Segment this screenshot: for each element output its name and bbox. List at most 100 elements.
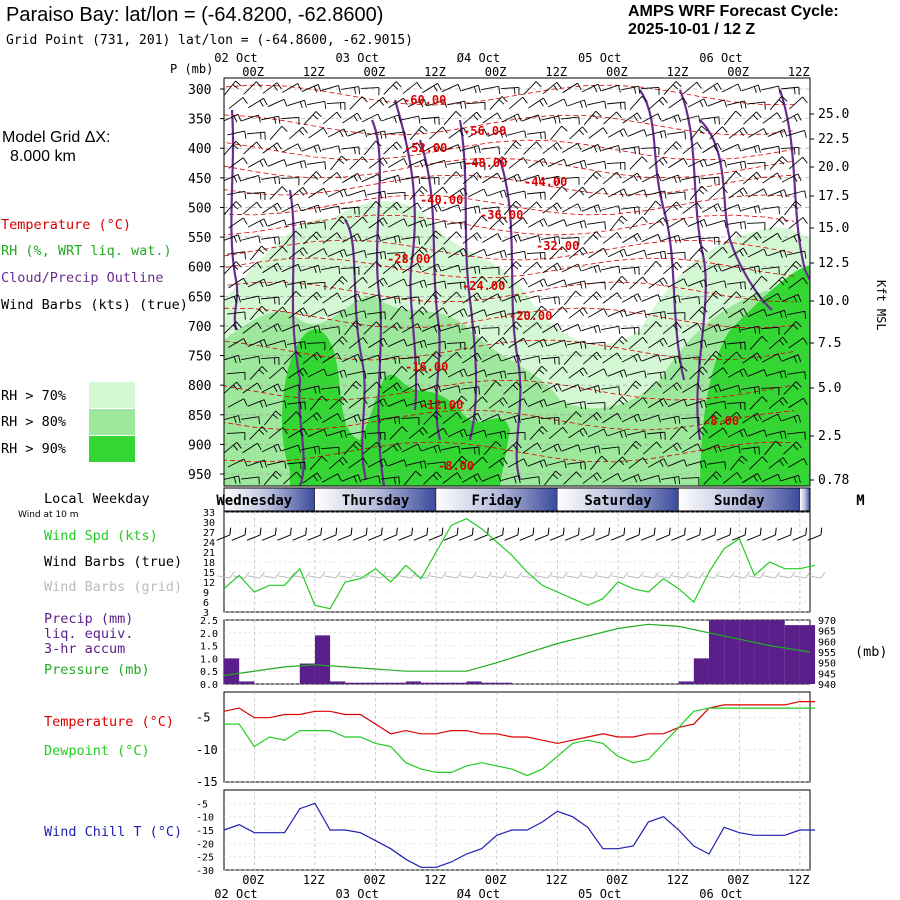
wind-barb-flag bbox=[273, 205, 278, 212]
wind-barb bbox=[423, 351, 442, 365]
wind-barb-flag bbox=[543, 459, 548, 468]
wind-barb-shaft bbox=[447, 308, 465, 318]
wind-barb-flag bbox=[579, 249, 585, 256]
wind-barb-flag bbox=[543, 399, 548, 407]
wind-barb bbox=[402, 82, 422, 94]
wind-barb-flag bbox=[355, 320, 362, 327]
wind-barb-flag bbox=[379, 460, 384, 468]
wind-barb-flag bbox=[644, 370, 647, 379]
wind-barb-flag bbox=[662, 217, 668, 225]
grid-wind-barb-shaft bbox=[490, 575, 503, 579]
wind-barb-shaft bbox=[507, 458, 525, 468]
wind-barb-flag bbox=[793, 115, 798, 122]
wind-barb-flag bbox=[758, 205, 761, 214]
wind-barb-flag bbox=[675, 141, 682, 148]
wind-barb-shaft bbox=[607, 429, 625, 437]
wind-barb-shaft bbox=[327, 101, 345, 105]
wind-barb-flag bbox=[673, 296, 677, 304]
wind-barb-flag bbox=[802, 156, 808, 164]
wind-barb-shaft bbox=[768, 457, 784, 469]
wind-barb bbox=[267, 98, 288, 108]
wind-barb-shaft bbox=[344, 320, 356, 336]
wind-barb-flag bbox=[577, 324, 582, 332]
wind-barb-flag bbox=[678, 355, 681, 364]
wind-barb bbox=[482, 172, 502, 184]
wind-barb-shaft bbox=[308, 187, 324, 199]
wind-barb bbox=[643, 321, 662, 335]
wind-barb-flag bbox=[459, 430, 464, 438]
wind-barb-shaft bbox=[741, 205, 759, 211]
wind-barb-flag bbox=[375, 140, 382, 147]
wind-barb bbox=[308, 248, 328, 258]
wind-barb bbox=[581, 385, 601, 394]
wind-barb-shaft bbox=[363, 200, 377, 216]
wind-barb bbox=[347, 370, 367, 379]
wind-barb bbox=[387, 459, 408, 468]
temperature-tick-label: -10 bbox=[196, 743, 218, 757]
wind-barb-flag bbox=[382, 97, 388, 104]
wind-barb bbox=[781, 354, 802, 363]
wind-barb-flag bbox=[283, 99, 288, 107]
wind-barb-shaft bbox=[241, 416, 259, 420]
wind-barb-flag bbox=[303, 428, 308, 436]
wind-barb bbox=[501, 294, 522, 303]
wind-barb bbox=[401, 296, 420, 305]
wind-barb-flag bbox=[524, 130, 527, 139]
grid-point-info: Grid Point (731, 201) lat/lon = (-64.860… bbox=[6, 33, 413, 48]
wind-barb-shaft bbox=[668, 157, 684, 169]
wind-barb bbox=[727, 160, 747, 169]
wind-barb-flag bbox=[513, 444, 519, 451]
wind-barb bbox=[343, 441, 362, 455]
wind-barb-shaft bbox=[661, 355, 679, 361]
wind-barb bbox=[462, 171, 482, 185]
wind-barb bbox=[467, 188, 488, 198]
true-wind-barb-flag bbox=[396, 527, 398, 536]
wind-barb-flag bbox=[497, 474, 502, 482]
wind-barb bbox=[268, 366, 288, 380]
wind-barb-flag bbox=[515, 321, 522, 328]
wind-barb-shaft bbox=[648, 397, 664, 409]
wind-barb-shaft bbox=[321, 85, 339, 91]
wind-barb-shaft bbox=[587, 368, 605, 378]
wind-barb-flag bbox=[739, 310, 744, 317]
grid-wind-barb-flag bbox=[289, 571, 295, 579]
wind-barb-shaft bbox=[487, 249, 505, 257]
wind-barb bbox=[407, 400, 427, 409]
wind-barb-flag bbox=[458, 445, 461, 454]
wind-barb-flag bbox=[518, 415, 521, 423]
wind-barb-flag bbox=[659, 99, 665, 106]
precip-bar bbox=[390, 682, 406, 684]
wind-barb-flag bbox=[633, 476, 638, 483]
grid-wind-barb-shaft bbox=[626, 575, 639, 579]
wind-barb-flag bbox=[783, 129, 788, 137]
wind-barb bbox=[467, 369, 488, 378]
wind-barb-shaft bbox=[289, 126, 303, 140]
wind-barb-flag bbox=[416, 82, 422, 89]
wind-barb-flag bbox=[362, 156, 368, 163]
forecast-cycle: AMPS WRF Forecast Cycle: 2025-10-01 / 12… bbox=[628, 3, 839, 39]
legend-wind-barbs: Wind Barbs (kts) (true) bbox=[1, 297, 188, 313]
wind-barb-flag bbox=[602, 187, 608, 195]
wind-barb-shaft bbox=[723, 291, 737, 305]
wind-barb-shaft bbox=[727, 401, 745, 405]
wind-barb bbox=[603, 111, 622, 125]
wind-barb-flag bbox=[398, 356, 401, 364]
wind-barb-flag bbox=[624, 162, 626, 171]
wind-barb-shaft bbox=[521, 295, 539, 301]
true-wind-barb-flag bbox=[653, 527, 656, 536]
wind-barb-flag bbox=[337, 473, 342, 481]
wind-barb-shaft bbox=[241, 355, 259, 361]
wind-barb-shaft bbox=[427, 461, 445, 465]
pressure-tick-label: 940 bbox=[818, 680, 836, 691]
wind-barb-flag bbox=[736, 472, 742, 479]
wind-barb-flag bbox=[256, 141, 262, 149]
wind-barb bbox=[383, 81, 402, 95]
wind-barb-flag bbox=[556, 202, 562, 210]
wind-barb bbox=[307, 368, 328, 378]
wind-barb bbox=[641, 294, 662, 302]
wind-barb-shaft bbox=[641, 475, 659, 481]
wind-barb bbox=[781, 474, 801, 484]
wind-barb bbox=[703, 350, 722, 366]
wind-barb bbox=[583, 171, 602, 185]
wind-barb bbox=[721, 445, 741, 454]
